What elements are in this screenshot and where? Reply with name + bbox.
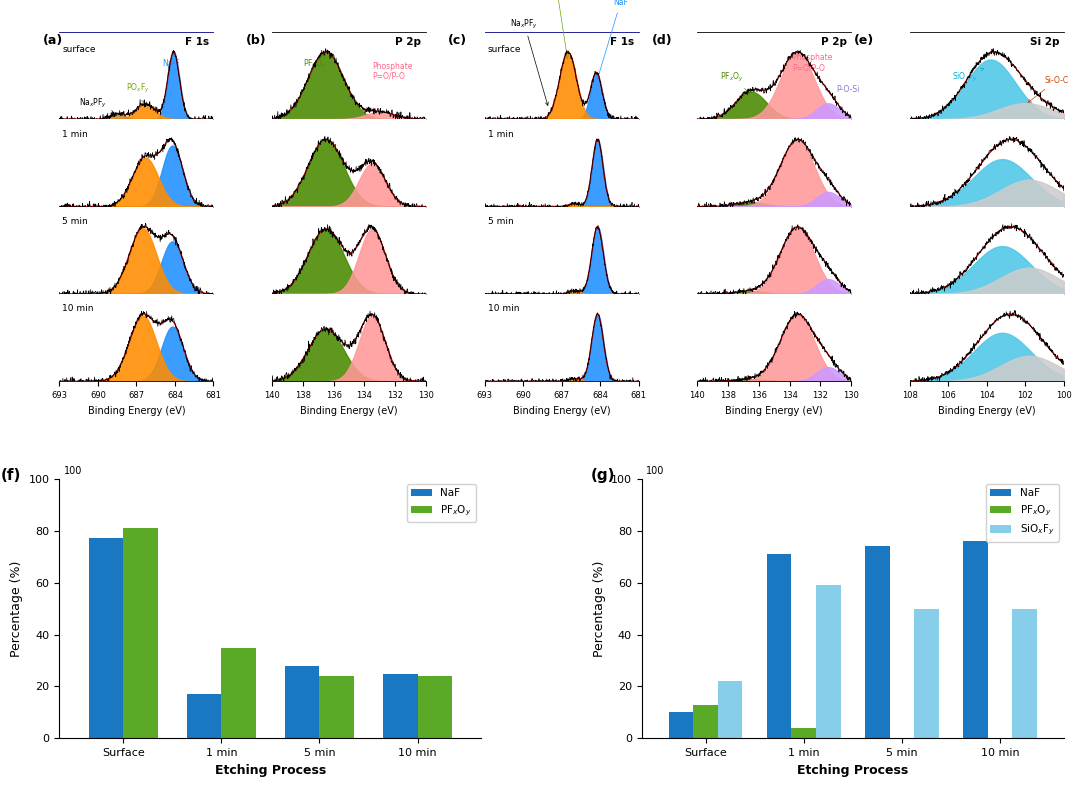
Text: Si-O-C: Si-O-C	[1028, 75, 1069, 102]
Text: 1 min: 1 min	[488, 129, 513, 139]
Text: 100: 100	[646, 466, 664, 476]
Text: 5 min: 5 min	[63, 217, 89, 226]
Y-axis label: Percentage (%): Percentage (%)	[10, 561, 23, 657]
Text: PF$_x$O$_y$: PF$_x$O$_y$	[302, 55, 326, 71]
Bar	[816, 585, 840, 738]
Text: surface: surface	[488, 45, 522, 54]
X-axis label: Binding Energy (eV): Binding Energy (eV)	[87, 406, 186, 415]
Text: PF$_x$O$_y$: PF$_x$O$_y$	[720, 71, 748, 92]
Text: (g): (g)	[591, 468, 616, 484]
Text: P-O-Si: P-O-Si	[836, 85, 860, 94]
Bar	[963, 541, 988, 738]
Bar	[1012, 608, 1037, 738]
Text: Phosphate
P=O/P-O: Phosphate P=O/P-O	[793, 52, 833, 72]
Text: surface: surface	[63, 45, 96, 54]
Text: Phosphate
P=O/P-O: Phosphate P=O/P-O	[373, 62, 413, 81]
Bar	[718, 681, 742, 738]
Text: Si 2p: Si 2p	[1029, 37, 1059, 47]
X-axis label: Binding Energy (eV): Binding Energy (eV)	[937, 406, 1036, 415]
Text: 10 min: 10 min	[63, 304, 94, 314]
Text: F 1s: F 1s	[185, 37, 208, 47]
Text: NaF: NaF	[597, 0, 627, 79]
Bar	[285, 665, 320, 738]
Text: 5 min: 5 min	[488, 217, 513, 226]
Text: SiO$_x$F$_y$: SiO$_x$F$_y$	[953, 68, 984, 83]
X-axis label: Binding Energy (eV): Binding Energy (eV)	[513, 406, 610, 415]
Text: (e): (e)	[854, 34, 875, 47]
Text: Na$_x$PF$_y$: Na$_x$PF$_y$	[79, 97, 113, 114]
Text: P 2p: P 2p	[821, 37, 847, 47]
Text: (f): (f)	[0, 468, 21, 484]
Text: PO$_x$F$_y$: PO$_x$F$_y$	[542, 0, 568, 59]
Text: 1 min: 1 min	[63, 129, 89, 139]
Bar	[865, 546, 890, 738]
Bar	[418, 676, 451, 738]
Y-axis label: Percentage (%): Percentage (%)	[593, 561, 606, 657]
Text: F 1s: F 1s	[610, 37, 634, 47]
Text: Na$_x$PF$_y$: Na$_x$PF$_y$	[510, 17, 549, 106]
X-axis label: Etching Process: Etching Process	[797, 764, 908, 777]
Bar	[914, 608, 939, 738]
Bar	[383, 673, 418, 738]
X-axis label: Binding Energy (eV): Binding Energy (eV)	[300, 406, 397, 415]
Bar	[669, 712, 693, 738]
Text: 100: 100	[64, 466, 82, 476]
Text: (c): (c)	[448, 34, 468, 47]
Bar	[221, 648, 256, 738]
Legend: NaF, PF$_x$O$_y$: NaF, PF$_x$O$_y$	[407, 484, 476, 522]
Text: P 2p: P 2p	[395, 37, 421, 47]
Bar	[89, 538, 123, 738]
Bar	[187, 694, 221, 738]
Text: PO$_x$F$_y$: PO$_x$F$_y$	[126, 82, 150, 103]
Text: (b): (b)	[246, 34, 267, 47]
Bar	[320, 676, 354, 738]
Text: (d): (d)	[652, 34, 673, 47]
Text: Na-F: Na-F	[162, 59, 179, 67]
Text: (a): (a)	[43, 34, 64, 47]
Bar	[767, 554, 792, 738]
X-axis label: Etching Process: Etching Process	[215, 764, 326, 777]
Bar	[123, 528, 158, 738]
Bar	[693, 704, 718, 738]
Bar	[792, 728, 816, 738]
Text: 10 min: 10 min	[488, 304, 519, 314]
Legend: NaF, PF$_x$O$_y$, SiO$_x$F$_y$: NaF, PF$_x$O$_y$, SiO$_x$F$_y$	[986, 484, 1058, 542]
X-axis label: Binding Energy (eV): Binding Energy (eV)	[726, 406, 823, 415]
